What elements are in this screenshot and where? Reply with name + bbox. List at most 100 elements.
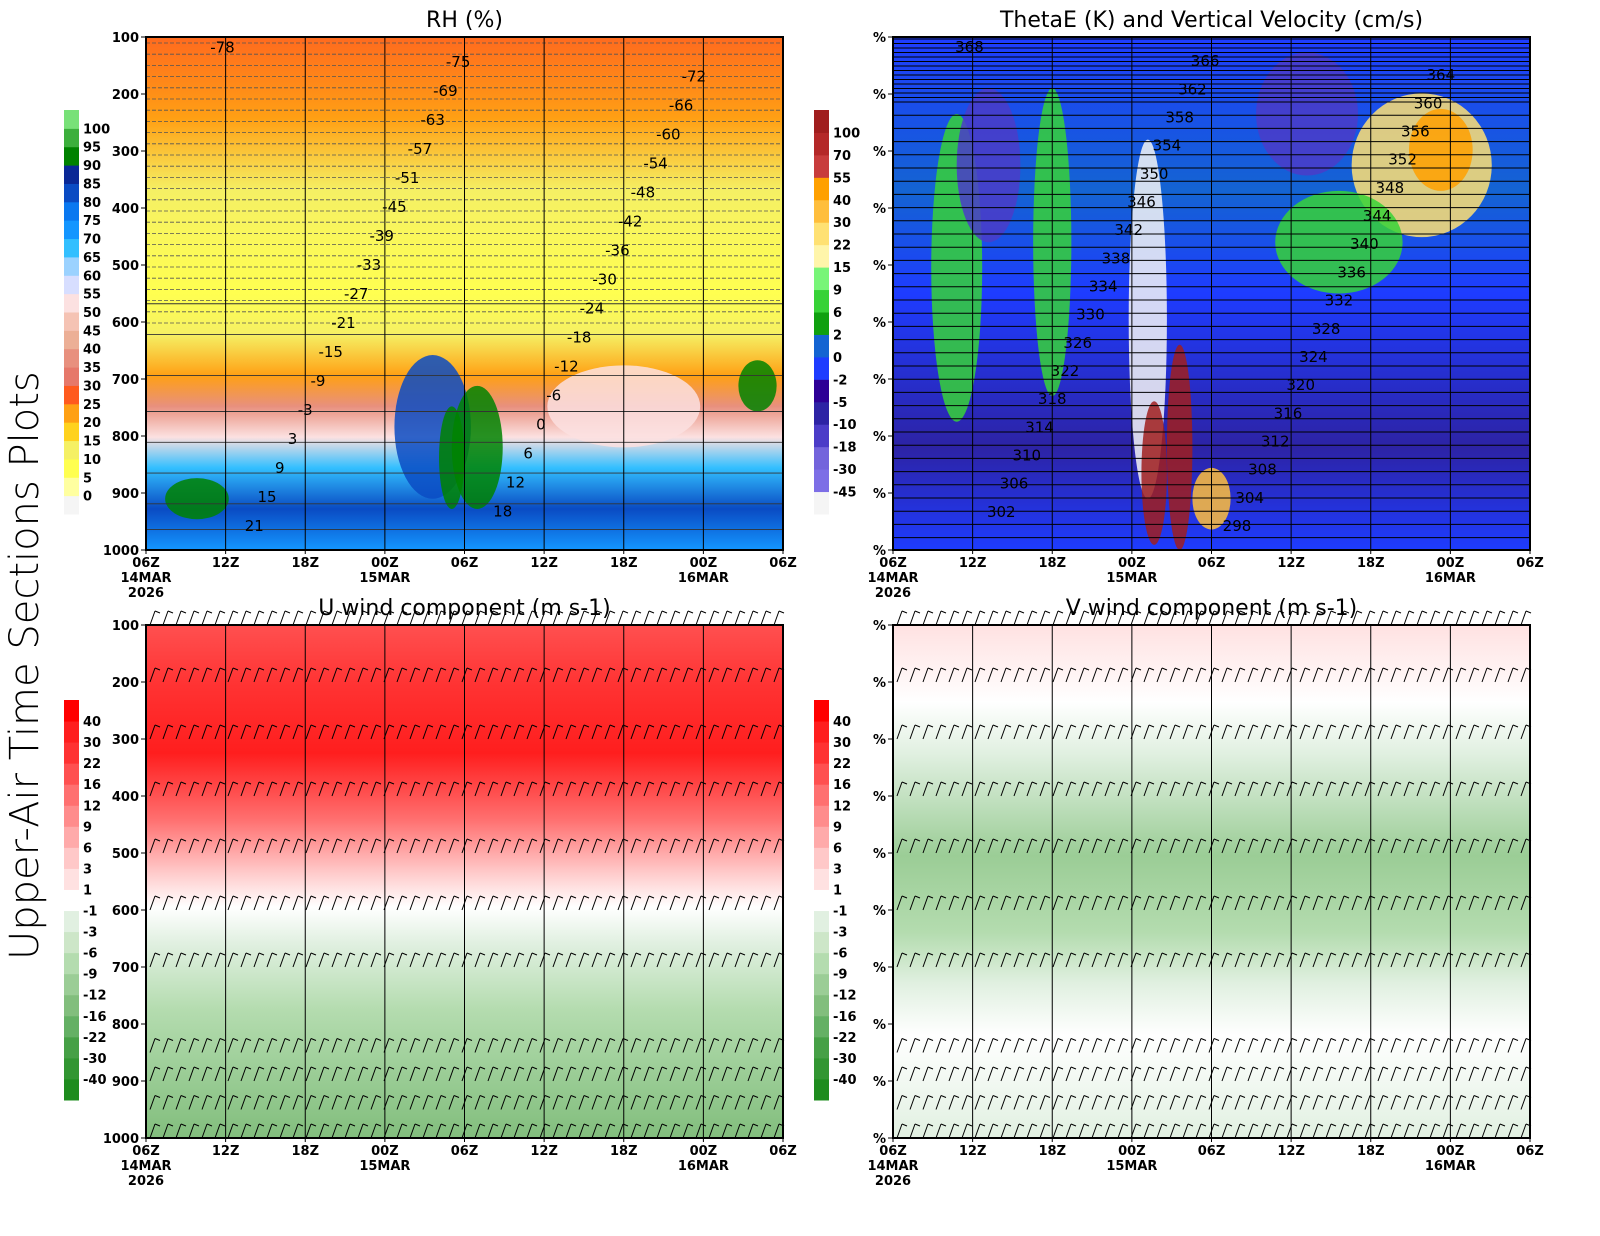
wind-barb-flag (1122, 952, 1129, 956)
wind-barb (175, 1095, 182, 1110)
wind-barb (331, 610, 338, 626)
wind-barb (279, 895, 286, 911)
wind-barb (357, 952, 364, 968)
wind-barb (643, 724, 650, 740)
wind-barb (935, 610, 942, 626)
wind-barb-flag (1395, 1095, 1402, 1098)
wind-barb-flag (1486, 1095, 1493, 1098)
wind-barb (1273, 1123, 1280, 1139)
wind-barb (896, 667, 903, 683)
wind-barb (1403, 1066, 1410, 1082)
wind-barb-flag (1499, 1123, 1506, 1127)
wind-barb (305, 781, 312, 797)
colorbar-swatch (64, 385, 79, 405)
wind-barb (1221, 724, 1228, 740)
wind-barb-flag (596, 952, 603, 956)
wind-barb (630, 781, 637, 797)
wind-barb-flag (167, 838, 174, 842)
wind-barb-flag (1109, 610, 1116, 614)
wind-barb (1338, 724, 1345, 740)
wind-barb (188, 1066, 195, 1082)
wind-barb-row (896, 1038, 1532, 1053)
wind-barb-flag (349, 1038, 356, 1041)
wind-barb (201, 895, 208, 911)
wind-barb-flag (310, 1123, 317, 1127)
colorbar-swatch (814, 994, 829, 1017)
wind-barb (1260, 1038, 1267, 1053)
wind-barb-row (896, 667, 1532, 683)
wind-barb (526, 781, 533, 797)
field-feature (1256, 52, 1359, 176)
wind-barb (708, 895, 715, 911)
wind-barb (318, 1066, 325, 1082)
wind-barb (695, 895, 702, 911)
wind-barb (656, 1123, 663, 1139)
wind-barb (961, 1095, 968, 1110)
wind-barb-flag (1330, 1038, 1337, 1041)
wind-barb (1052, 724, 1059, 740)
wind-barb (1260, 667, 1267, 683)
wind-barb (175, 1123, 182, 1139)
wind-barb (1000, 952, 1007, 968)
y-tick-label: % (873, 1018, 886, 1033)
wind-barb (175, 952, 182, 968)
wind-barb-flag (531, 610, 538, 614)
wind-barb (1442, 952, 1449, 968)
wind-barb (1338, 1095, 1345, 1110)
wind-barb-flag (1135, 667, 1142, 671)
wind-barb-flag (1096, 1038, 1103, 1041)
wind-barb (604, 781, 611, 797)
wind-barb-flag (180, 610, 187, 614)
wind-barb (578, 1095, 585, 1110)
wind-barb (1416, 1123, 1423, 1139)
wind-barb (474, 610, 481, 626)
wind-barb-flag (1018, 952, 1025, 956)
wind-barb (1494, 610, 1501, 626)
wind-barb (1494, 1038, 1501, 1053)
wind-barb-flag (661, 610, 668, 614)
colorbar-label: 22 (83, 757, 101, 772)
wind-barb (1377, 895, 1384, 911)
wind-barb-flag (1187, 1095, 1194, 1098)
wind-barb (604, 952, 611, 968)
wind-barb-flag (1395, 667, 1402, 671)
wind-barb-flag (1096, 1123, 1103, 1127)
wind-barb-flag (1070, 952, 1077, 956)
wind-barb-flag (388, 1038, 395, 1041)
wind-barb-flag (1395, 952, 1402, 956)
colorbar-label: -16 (833, 1010, 857, 1025)
wind-barb (708, 1066, 715, 1082)
colorbar-label: -6 (83, 947, 97, 962)
wind-barb (344, 1038, 351, 1053)
wind-barb-flag (1122, 610, 1129, 614)
wind-barb (1338, 667, 1345, 683)
colorbar-label: -40 (83, 1073, 107, 1088)
wind-barb (1364, 1038, 1371, 1053)
wind-barb-flag (414, 667, 421, 671)
colorbar-label: 80 (83, 196, 101, 211)
wind-barb-flag (544, 1095, 551, 1098)
wind-barb (1351, 1095, 1358, 1110)
wind-barb-flag (167, 1038, 174, 1041)
wind-barb (1091, 1066, 1098, 1082)
wind-barb (1507, 895, 1514, 911)
wind-barb (266, 838, 273, 854)
wind-barb (1507, 1095, 1514, 1110)
wind-barb (773, 610, 780, 626)
wind-barb-flag (1135, 1095, 1142, 1098)
contour-label: -39 (369, 227, 394, 245)
wind-barb-flag (232, 610, 239, 614)
wind-barb-flag (1512, 1095, 1519, 1098)
wind-barb-flag (154, 1038, 161, 1041)
wind-barb-flag (765, 838, 772, 842)
colorbar-swatch (814, 910, 829, 933)
wind-barb (474, 838, 481, 854)
x-tick-label: 00Z (1118, 556, 1146, 571)
wind-barb-flag (992, 1095, 999, 1098)
wind-barb-flag (1109, 838, 1116, 842)
wind-barb (1507, 610, 1514, 626)
wind-barb-flag (219, 952, 226, 956)
wind-barb (422, 1123, 429, 1139)
